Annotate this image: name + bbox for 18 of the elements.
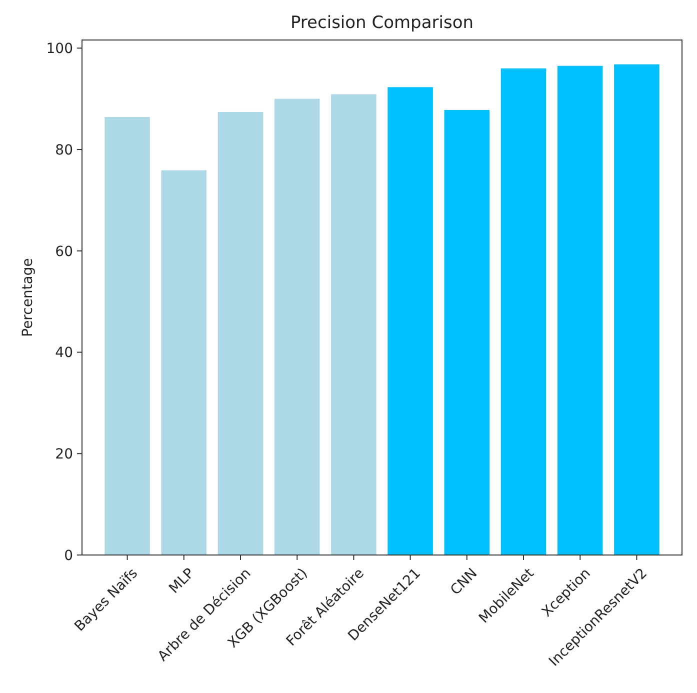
bar	[444, 110, 490, 555]
bar	[161, 170, 207, 555]
y-tick-label: 40	[55, 345, 73, 362]
bar	[274, 98, 320, 555]
y-tick-label: 80	[55, 142, 73, 158]
bar	[614, 64, 660, 555]
bar	[388, 87, 433, 555]
y-tick-label: 0	[64, 548, 73, 564]
y-tick-label: 60	[55, 244, 73, 260]
bar	[218, 112, 264, 555]
bar	[331, 94, 376, 555]
y-tick-label: 100	[46, 41, 73, 58]
bar	[104, 117, 150, 555]
bar	[557, 66, 603, 555]
bar	[500, 68, 546, 555]
y-tick-label: 20	[55, 446, 73, 463]
y-axis-title: Percentage	[20, 258, 36, 337]
chart-title: Precision Comparison	[290, 13, 474, 33]
